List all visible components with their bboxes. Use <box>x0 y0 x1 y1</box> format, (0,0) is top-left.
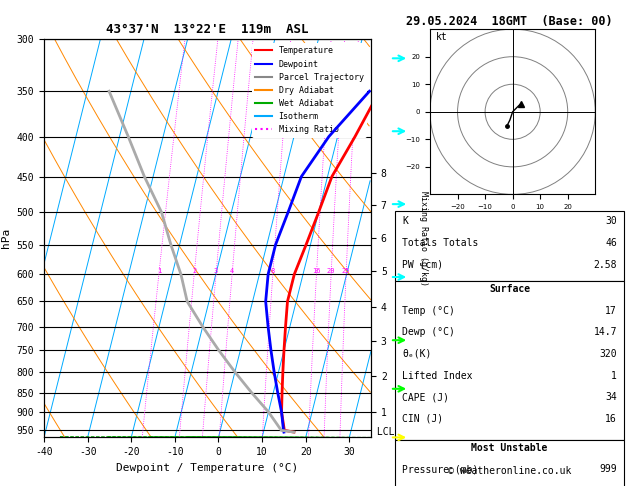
Text: 46: 46 <box>605 238 617 248</box>
FancyBboxPatch shape <box>395 281 624 440</box>
Text: K: K <box>402 216 408 226</box>
FancyBboxPatch shape <box>395 211 624 281</box>
Y-axis label: Mixing Ratio (g/kg): Mixing Ratio (g/kg) <box>420 191 428 286</box>
Title: 43°37'N  13°22'E  119m  ASL: 43°37'N 13°22'E 119m ASL <box>106 23 309 36</box>
Text: θₑ(K): θₑ(K) <box>402 349 431 359</box>
Text: 30: 30 <box>605 216 617 226</box>
Text: 20: 20 <box>327 268 335 274</box>
Text: 16: 16 <box>605 414 617 424</box>
Text: Pressure (mb): Pressure (mb) <box>402 465 478 474</box>
Text: Most Unstable: Most Unstable <box>471 443 548 453</box>
Text: © weatheronline.co.uk: © weatheronline.co.uk <box>448 466 571 476</box>
Text: 3: 3 <box>214 268 218 274</box>
Text: 29.05.2024  18GMT  (Base: 00): 29.05.2024 18GMT (Base: 00) <box>406 15 613 28</box>
Text: Lifted Index: Lifted Index <box>402 370 472 381</box>
Text: 16: 16 <box>312 268 321 274</box>
Text: PW (cm): PW (cm) <box>402 260 443 270</box>
FancyBboxPatch shape <box>395 440 624 486</box>
Text: CIN (J): CIN (J) <box>402 414 443 424</box>
Text: LCL: LCL <box>371 427 394 437</box>
Text: 1: 1 <box>157 268 161 274</box>
Text: CAPE (J): CAPE (J) <box>402 392 449 402</box>
Text: Dewp (°C): Dewp (°C) <box>402 328 455 337</box>
Text: Temp (°C): Temp (°C) <box>402 306 455 316</box>
Text: 4: 4 <box>230 268 234 274</box>
Text: 999: 999 <box>599 465 617 474</box>
Text: 8: 8 <box>270 268 275 274</box>
X-axis label: Dewpoint / Temperature (°C): Dewpoint / Temperature (°C) <box>116 463 299 473</box>
Text: kt: kt <box>435 32 447 42</box>
Text: 34: 34 <box>605 392 617 402</box>
Text: 2: 2 <box>192 268 196 274</box>
Text: 25: 25 <box>342 268 350 274</box>
Y-axis label: hPa: hPa <box>1 228 11 248</box>
Text: 2.58: 2.58 <box>594 260 617 270</box>
Text: 14.7: 14.7 <box>594 328 617 337</box>
Text: 1: 1 <box>611 370 617 381</box>
Text: Totals Totals: Totals Totals <box>402 238 478 248</box>
Text: Surface: Surface <box>489 284 530 294</box>
Legend: Temperature, Dewpoint, Parcel Trajectory, Dry Adiabat, Wet Adiabat, Isotherm, Mi: Temperature, Dewpoint, Parcel Trajectory… <box>252 43 367 138</box>
Text: 17: 17 <box>605 306 617 316</box>
Text: 320: 320 <box>599 349 617 359</box>
